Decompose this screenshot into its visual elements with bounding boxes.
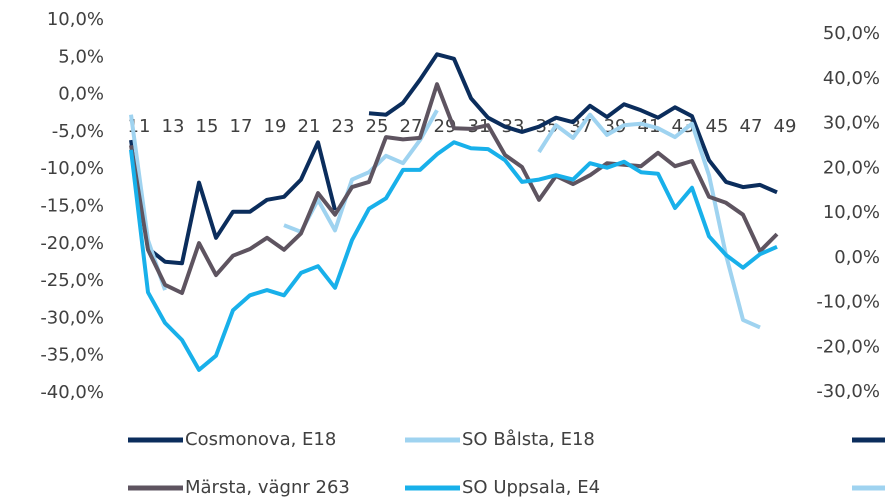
y-tick-label: -30,0% [40,307,104,328]
x-tick-label: 47 [740,116,763,137]
y2-tick-label: -30,0% [816,381,880,402]
legend-label: Märsta, vägnr 263 [185,477,350,498]
x-tick-label: 27 [400,116,423,137]
x-tick-label: 13 [162,116,185,137]
x-tick-label: 43 [672,116,695,137]
y-tick-label: -25,0% [40,270,104,291]
y2-tick-label: -20,0% [816,336,880,357]
y-tick-label: -35,0% [40,345,104,366]
series-line [129,140,778,372]
x-tick-label: 45 [706,116,729,137]
series-line [129,52,778,266]
y-tick-label: 5,0% [58,46,104,67]
x-tick-label: 25 [366,116,389,137]
legend-label: Cosmonova, E18 [185,429,336,450]
y2-tick-label: 50,0% [823,23,880,44]
x-tick-label: 21 [298,116,321,137]
series-line [129,82,779,295]
y-tick-label: -20,0% [40,233,104,254]
x-tick-label: 19 [264,116,287,137]
y2-tick-label: 40,0% [823,68,880,89]
x-tick-label: 17 [230,116,253,137]
y2-tick-label: 30,0% [823,113,880,134]
legend-label: SO Bålsta, E18 [462,429,595,450]
y-tick-label: -5,0% [52,121,104,142]
y2-tick-label: -10,0% [816,292,880,313]
x-tick-label: 49 [774,116,797,137]
legend-label: SO Uppsala, E4 [462,477,600,498]
y2-tick-label: 0,0% [834,247,880,268]
y-tick-label: -10,0% [40,158,104,179]
series-line [129,109,761,330]
y-tick-label: 10,0% [47,9,104,30]
y-tick-label: 0,0% [58,84,104,105]
x-tick-label: 23 [332,116,355,137]
y-tick-label: -40,0% [40,382,104,403]
y2-tick-label: 10,0% [823,202,880,223]
y-tick-label: -15,0% [40,196,104,217]
x-tick-label: 15 [196,116,219,137]
y2-tick-label: 20,0% [823,157,880,178]
